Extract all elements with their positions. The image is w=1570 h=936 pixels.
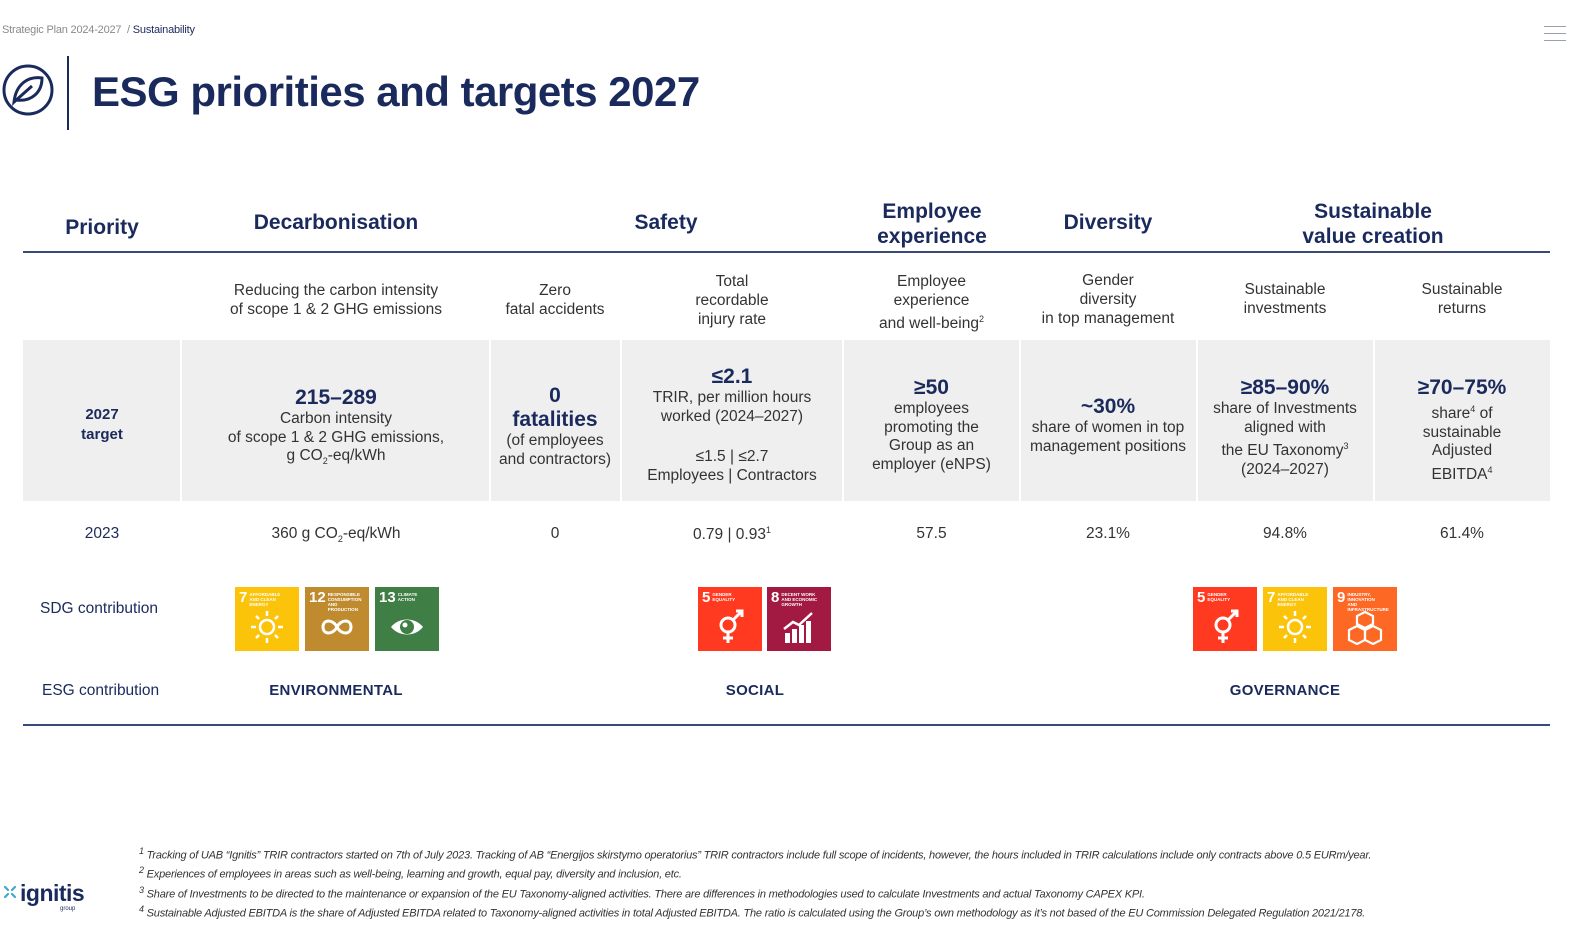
sdg-tile-12: 12 Responsible consumption and production [305, 587, 369, 651]
breadcrumb-parent[interactable]: Strategic Plan 2024-2027 [2, 24, 122, 36]
cubes-icon [1347, 610, 1383, 645]
growth-chart-icon [783, 612, 813, 643]
column-separator [842, 340, 844, 501]
page-title: ESG priorities and targets 2027 [92, 68, 700, 115]
column-separator [1196, 340, 1198, 501]
column-separator [489, 340, 491, 501]
header-rule [23, 251, 1550, 253]
target-fatalities: 0 fatalities (of employees and contracto… [490, 384, 620, 469]
esg-environmental: ENVIRONMENTAL [269, 682, 403, 699]
sun-icon [1279, 611, 1311, 643]
footnote-3: 3 Share of Investments to be directed to… [139, 884, 1145, 901]
esg-row-label: ESG contribution [42, 682, 160, 699]
esg-social: SOCIAL [725, 682, 785, 699]
value-2023-trir: 0.79 | 0.931 [693, 525, 771, 544]
subheader-returns: Sustainable returns [1421, 281, 1503, 317]
logo-spark-icon [3, 885, 17, 899]
target-band [23, 340, 1550, 501]
value-2023-fatal: 0 [550, 525, 560, 542]
menu-icon[interactable] [1544, 26, 1566, 47]
target-investments-value: ≥85–90% [1240, 376, 1330, 399]
target-women: ~30% share of women in top management po… [1020, 395, 1196, 456]
esg-governance: GOVERNANCE [1229, 682, 1341, 699]
target-returns-value: ≥70–75% [1417, 376, 1507, 399]
sdg-row-label: SDG contribution [40, 600, 159, 617]
footnote-4: 4 Sustainable Adjusted EBITDA is the sha… [139, 903, 1366, 920]
column-separator [180, 340, 182, 501]
target-carbon-value: 215–289 [295, 386, 377, 409]
header-sustainable-value: Sustainable value creation [1302, 200, 1444, 248]
target-enps-value: ≥50 [914, 376, 949, 399]
target-women-value: ~30% [1080, 395, 1136, 418]
footnotes: 1 Tracking of UAB “Ignitis” TRIR contrac… [139, 844, 1509, 921]
target-trir: ≤2.1 TRIR, per million hours worked (202… [622, 365, 842, 485]
subheader-gender: Gender diversity in top management [1041, 272, 1175, 327]
sun-icon [251, 611, 283, 643]
sdg-tile-5: 5 Gender equality [1193, 587, 1257, 651]
value-2023-women: 23.1% [1086, 525, 1130, 542]
sdg-tile-5: 5 Gender equality [698, 587, 762, 651]
target-row-label: 2027 target [81, 406, 123, 443]
target-investments: ≥85–90% share of Investments aligned wit… [1197, 376, 1373, 479]
breadcrumb-current: Sustainability [132, 24, 195, 36]
column-separator [1019, 340, 1021, 501]
gender-icon [1214, 609, 1239, 643]
subheader-employee: Employee experience and well-being2 [879, 273, 984, 333]
logo-name: ignitis [20, 880, 85, 906]
sdg-tile-9: 9 Industry, innovation and infrastructure [1333, 587, 1397, 651]
header-priority: Priority [65, 216, 139, 239]
target-returns: ≥70–75% share4 of sustainable Adjusted E… [1374, 376, 1550, 484]
sdg-tile-7: 7 Affordable and clean energy [235, 587, 299, 651]
target-fatalities-value: 0 [549, 384, 561, 407]
sdg-tile-13: 13 Climate action [375, 587, 439, 651]
leaf-icon [2, 64, 54, 116]
sdg-tile-8: 8 Decent work and economic growth [767, 587, 831, 651]
footnote-2: 2 Experiences of employees in areas such… [139, 865, 682, 881]
subheader-zero-fatal: Zero fatal accidents [505, 282, 605, 318]
target-trir-value: ≤2.1 [711, 365, 753, 388]
target-enps: ≥50 employees promoting the Group as an … [843, 376, 1020, 474]
footnote-1: 1 Tracking of UAB “Ignitis” TRIR contrac… [139, 846, 1372, 862]
sdg-tile-7: 7 Affordable and clean energy [1263, 587, 1327, 651]
value-2023-carbon: 360 g CO2-eq/kWh [271, 525, 401, 545]
eye-globe-icon [391, 619, 423, 635]
infinity-icon [321, 619, 353, 635]
breadcrumb: Strategic Plan 2024-2027 / Sustainabilit… [2, 24, 195, 36]
subheader-investments: Sustainable investments [1243, 281, 1327, 317]
title-divider [67, 56, 69, 130]
subheader-trir: Total recordable injury rate [695, 273, 769, 328]
table-bottom-rule [23, 724, 1550, 726]
header-employee-experience: Employee experience [877, 200, 987, 248]
value-2023-returns: 61.4% [1440, 525, 1484, 542]
subheader-carbon: Reducing the carbon intensity of scope 1… [230, 282, 442, 318]
breadcrumb-separator: / [124, 24, 133, 36]
column-separator [620, 340, 622, 501]
header-safety: Safety [634, 211, 698, 234]
gender-icon [719, 609, 744, 643]
value-2023-investments: 94.8% [1263, 525, 1307, 542]
header-decarbonisation: Decarbonisation [253, 211, 419, 234]
target-carbon: 215–289 Carbon intensity of scope 1 & 2 … [186, 386, 486, 471]
header-diversity: Diversity [1063, 211, 1153, 234]
column-separator [1373, 340, 1375, 501]
value-2023-enps: 57.5 [916, 525, 947, 542]
logo-sub: group [60, 906, 76, 912]
row-2023-label: 2023 [84, 525, 120, 542]
